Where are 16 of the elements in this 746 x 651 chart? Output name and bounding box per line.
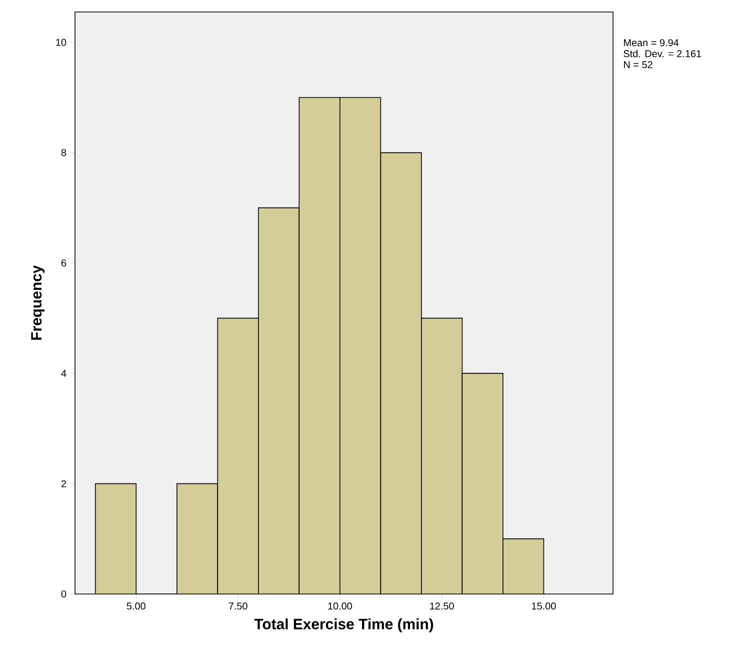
x-tick-label: 5.00 <box>126 602 146 610</box>
y-tick-label: 4 <box>61 370 66 377</box>
y-axis-title: Frequency <box>31 265 45 340</box>
text: Std. Dev. = 2.161 <box>624 50 702 58</box>
text: N = 52 <box>624 61 652 68</box>
y-tick-label: 8 <box>61 149 66 156</box>
x-tick-label: 10.00 <box>328 602 352 610</box>
y-tick-label: 0 <box>61 590 66 598</box>
x-tick-label: 15.00 <box>532 602 556 610</box>
y-tick-label: 10 <box>56 38 66 46</box>
x-tick-label: 7.50 <box>228 602 248 610</box>
x-axis-title: Total Exercise Time (min) <box>254 618 434 632</box>
text: Mean = 9.94 <box>624 39 679 46</box>
x-tick-label: 12.50 <box>430 602 454 610</box>
y-tick-label: 2 <box>61 480 66 488</box>
y-tick-label: 6 <box>61 259 66 267</box>
